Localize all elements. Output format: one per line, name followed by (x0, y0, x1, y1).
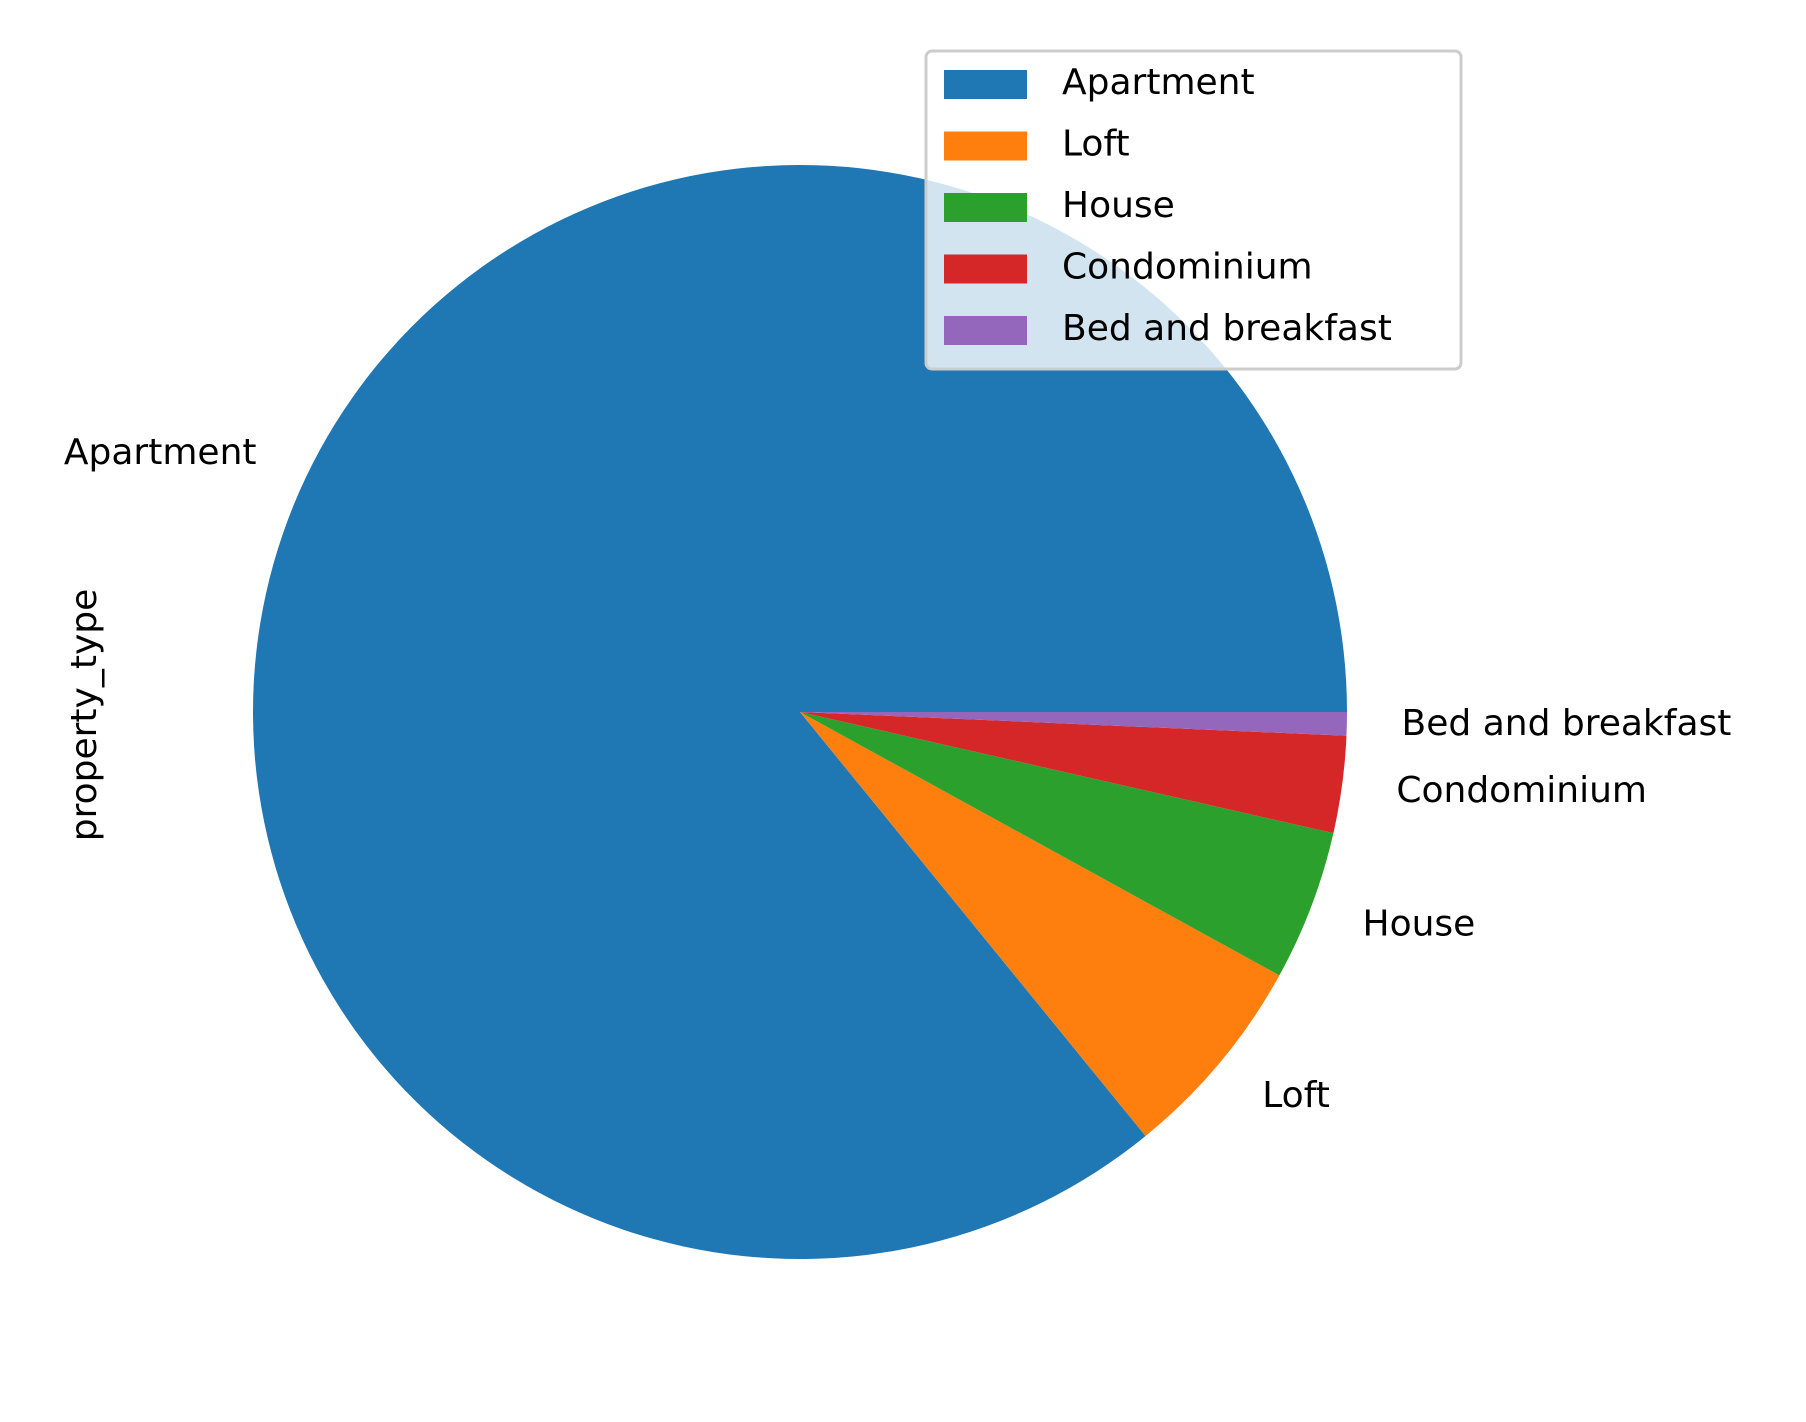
slice-label-apartment: Apartment (64, 432, 257, 473)
slice-label-house: House (1363, 904, 1476, 945)
legend: Apartment Loft House Condominium Bed and bre… (924, 49, 1463, 371)
legend-swatch-house (944, 193, 1027, 222)
legend-swatch-apartment (944, 70, 1027, 99)
slice-label-bed-and-breakfast: Bed and breakfast (1402, 703, 1732, 744)
legend-label-loft: Loft (1062, 124, 1130, 165)
pie-slice-loft (800, 712, 1280, 1137)
pie-slice-condominium (800, 712, 1347, 834)
slice-label-loft: Loft (1262, 1075, 1330, 1116)
legend-label-house: House (1062, 185, 1175, 226)
legend-swatch-condominium (944, 254, 1027, 284)
y-axis-label: property_type (64, 589, 105, 842)
legend-swatch-bed-and-breakfast (944, 316, 1027, 345)
legend-label-bed-and-breakfast: Bed and breakfast (1062, 308, 1392, 349)
slice-labels: Apartment Loft House Condominium Bed and bre… (64, 432, 1732, 1116)
pie-slices (252, 164, 1347, 1260)
legend-label-condominium: Condominium (1062, 247, 1313, 288)
legend-swatch-loft (944, 131, 1027, 161)
legend-label-apartment: Apartment (1062, 62, 1255, 103)
pie-slice-house (800, 712, 1334, 976)
slice-label-condominium: Condominium (1396, 770, 1647, 811)
pie-slice-bed-and-breakfast (800, 712, 1347, 736)
legend-frame (924, 49, 1463, 371)
